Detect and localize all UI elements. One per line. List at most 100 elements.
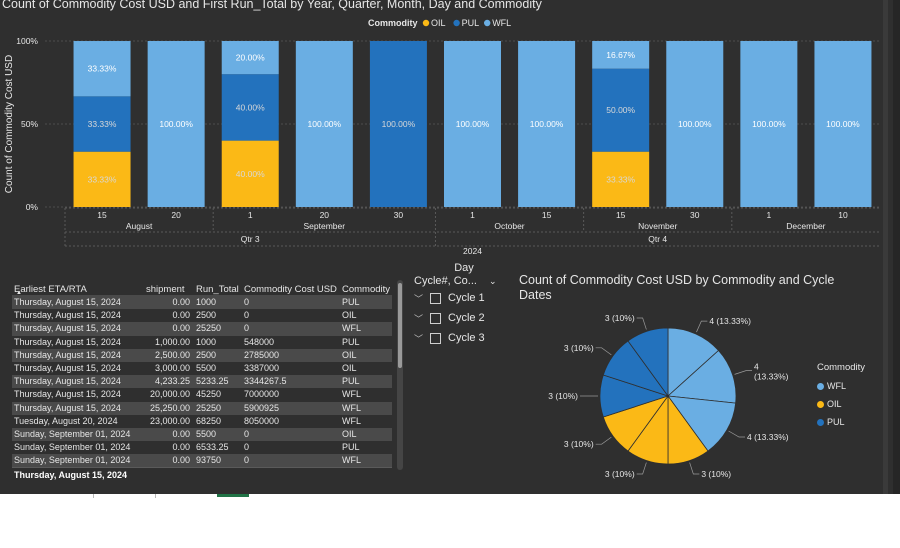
pie-title: Count of Commodity Cost USD by Commodity…: [519, 273, 834, 287]
expand-chevron-icon[interactable]: ﹀: [414, 333, 424, 344]
chevron-down-icon[interactable]: ⌄: [488, 275, 497, 286]
table-cell: Thursday, August 15, 2024: [14, 389, 121, 400]
tab-divider: [155, 494, 156, 498]
table-cell: 0: [244, 310, 250, 321]
table-row[interactable]: Sunday, September 01, 2024 0.00 5500 0 OIL: [12, 427, 392, 442]
column-header[interactable]: Earliest ETA/RTA: [14, 284, 87, 295]
table-row[interactable]: Thursday, August 15, 2024 2,500.00 2500 278…: [12, 348, 392, 362]
pie-slice-wfl: [667, 395, 737, 452]
month-label: August: [126, 221, 153, 231]
x-tick-label: 15: [97, 210, 107, 220]
column-header[interactable]: Commodity Cost USD: [244, 284, 337, 295]
table-cell: 6533.25: [196, 442, 229, 453]
checkbox[interactable]: [430, 312, 441, 324]
table-cell: 548000: [244, 336, 275, 347]
table-cell: Sunday, September 01, 2024: [14, 442, 131, 453]
slice-label: 3 (10%): [605, 313, 635, 323]
slicer-item-label: Cycle 2: [448, 312, 485, 324]
expand-chevron-icon[interactable]: ﹀: [414, 293, 424, 304]
table-cell: 0.00: [172, 442, 190, 453]
data-label: 100.00%: [308, 119, 342, 129]
legend-item: OIL: [431, 18, 446, 28]
bar-segment-oil: [221, 140, 279, 207]
table-cell: PUL: [342, 297, 360, 307]
table-row[interactable]: Thursday, August 15, 2024 25,250.00 25250 5…: [12, 401, 392, 415]
table-row[interactable]: Thursday, August 15, 2024 4,233.25 5233.25…: [12, 375, 392, 389]
table-cell: Thursday, August 15, 2024: [14, 323, 121, 334]
pie-legend-title: Commodity: [817, 362, 866, 373]
slicer-item-cycle-2[interactable]: ﹀ Cycle 2: [414, 308, 514, 328]
data-label: 100.00%: [530, 119, 564, 129]
column-header[interactable]: Commodity: [342, 284, 391, 295]
expand-chevron-icon[interactable]: ﹀: [414, 313, 424, 324]
sort-ascending-icon[interactable]: ▲: [16, 290, 22, 296]
table-cell: 5500: [196, 362, 217, 373]
slicer-header[interactable]: Cycle#, Co... ⌄: [414, 274, 514, 288]
bar-segment-oil: [592, 151, 650, 207]
table-row[interactable]: Tuesday, August 20, 2024 23,000.00 68250 80…: [12, 414, 392, 428]
table-cell: 3344267.5: [244, 376, 287, 387]
table-scrollbar-thumb[interactable]: [398, 283, 402, 368]
table-cell: Thursday, August 15, 2024: [14, 310, 121, 321]
legend-swatch: [817, 400, 824, 408]
table-row[interactable]: Thursday, August 15, 2024 0.00 1000 0 PUL: [12, 296, 392, 310]
table-row[interactable]: Sunday, September 01, 2024 0.00 93750 0 WFL: [12, 454, 392, 468]
y-axis-title: Count of Commodity Cost USD: [4, 55, 15, 193]
table-cell: 2500: [196, 349, 217, 360]
legend-swatch: [422, 19, 430, 27]
canvas-scrollbar[interactable]: [883, 0, 888, 494]
table-cell: Tuesday, August 20, 2024: [14, 415, 118, 426]
leader-line: [595, 436, 612, 445]
chart-title: Count of Commodity Cost USD and First Ru…: [2, 0, 543, 11]
table-cell: PUL: [342, 442, 360, 453]
table-cell: 20,000.00: [149, 389, 190, 400]
legend-swatch: [484, 19, 491, 27]
sheet-tab-bar: [0, 494, 900, 548]
table-cell: OIL: [342, 310, 357, 321]
table-row[interactable]: Sunday, September 01, 2024 0.00 6533.25 0 PU…: [12, 441, 392, 455]
x-tick-label: 1: [470, 210, 475, 220]
bar-segment-pul: [592, 68, 650, 152]
x-tick-label: 1: [248, 210, 253, 220]
x-tick-label: 15: [542, 210, 552, 220]
y-tick-label: 0%: [26, 202, 39, 212]
report-canvas: Count of Commodity Cost USD and First Ru…: [0, 0, 900, 494]
table-scrollbar[interactable]: [397, 280, 403, 470]
legend-item-oil[interactable]: OIL: [817, 395, 865, 413]
slicer-item-cycle-3[interactable]: ﹀ Cycle 3: [414, 328, 514, 348]
table-row[interactable]: Thursday, August 15, 2024 3,000.00 5500 338…: [12, 361, 392, 376]
data-label: 33.33%: [88, 119, 117, 129]
slicer-header-label: Cycle#, Co...: [414, 275, 477, 287]
bar-segment-pul: [221, 74, 279, 141]
x-tick-label: 20: [171, 210, 181, 220]
bar-segment-wfl: [295, 41, 353, 207]
column-header[interactable]: shipment: [146, 284, 185, 295]
slicer-item-cycle-1[interactable]: ﹀ Cycle 1: [414, 288, 514, 308]
table-cell: 45250: [196, 389, 222, 400]
table-cell: Sunday, September 01, 2024: [14, 455, 131, 466]
table-cell: 3,000.00: [154, 362, 190, 373]
table-row[interactable]: Thursday, August 15, 2024 1,000.00 1000 548…: [12, 335, 392, 349]
table-cell: WFL: [342, 415, 361, 426]
legend-item-wfl[interactable]: WFL: [817, 377, 865, 395]
quarter-label: Qtr 3: [241, 234, 260, 244]
month-label: December: [786, 221, 825, 231]
active-tab-indicator[interactable]: [217, 494, 249, 497]
x-tick-label: 15: [616, 210, 626, 220]
legend-item-pul[interactable]: PUL: [817, 413, 865, 431]
quarter-label: Qtr 4: [648, 234, 667, 244]
table-body: Thursday, August 15, 2024 0.00 1000 0 PUL Thu…: [12, 296, 392, 468]
leader-line: [636, 462, 647, 475]
table-cell: 93750: [196, 455, 222, 466]
table-row[interactable]: Thursday, August 15, 2024 0.00 25250 0 WFL: [12, 322, 392, 336]
slice-label: 4 (13.33%): [747, 432, 789, 442]
table-cell: 25250: [196, 402, 222, 413]
x-tick-label: 20: [320, 210, 330, 220]
legend-item: PUL: [462, 18, 480, 28]
checkbox[interactable]: [430, 292, 441, 304]
column-header[interactable]: Run_Total: [196, 284, 239, 295]
table-row[interactable]: Thursday, August 15, 2024 0.00 2500 0 OIL: [12, 309, 392, 323]
table-row[interactable]: Thursday, August 15, 2024 20,000.00 45250 7…: [12, 388, 392, 402]
table-cell: 1000: [196, 297, 217, 307]
checkbox[interactable]: [430, 332, 441, 344]
